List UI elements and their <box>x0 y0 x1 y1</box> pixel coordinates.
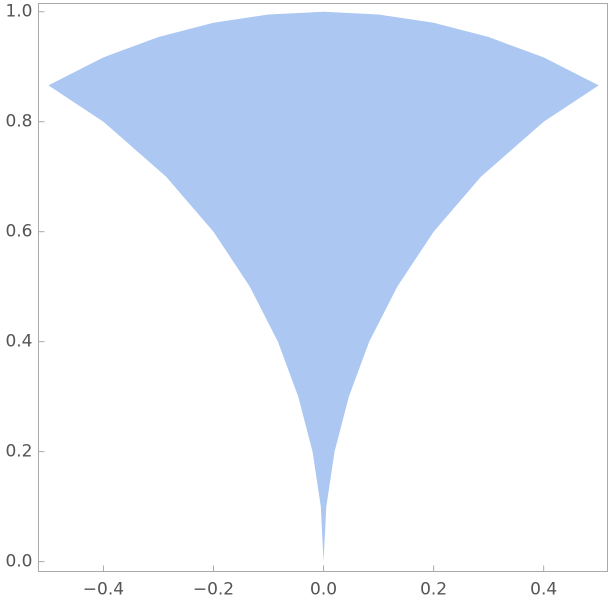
x-tick-label: 0.2 <box>420 580 447 600</box>
x-tick-label: −0.2 <box>193 580 234 600</box>
y-tick-label: 0.4 <box>5 332 32 352</box>
y-tick-label: 0.6 <box>5 222 32 242</box>
x-tick-label: −0.4 <box>83 580 124 600</box>
x-tick-label: 0.0 <box>310 580 337 600</box>
y-tick-label: 0.8 <box>5 112 32 132</box>
y-tick-label: 1.0 <box>5 2 32 22</box>
frame <box>38 3 608 572</box>
y-tick-label: 0.0 <box>5 552 32 572</box>
x-tick-label: 0.4 <box>530 580 557 600</box>
y-tick-label: 0.2 <box>5 442 32 462</box>
region <box>48 11 599 562</box>
